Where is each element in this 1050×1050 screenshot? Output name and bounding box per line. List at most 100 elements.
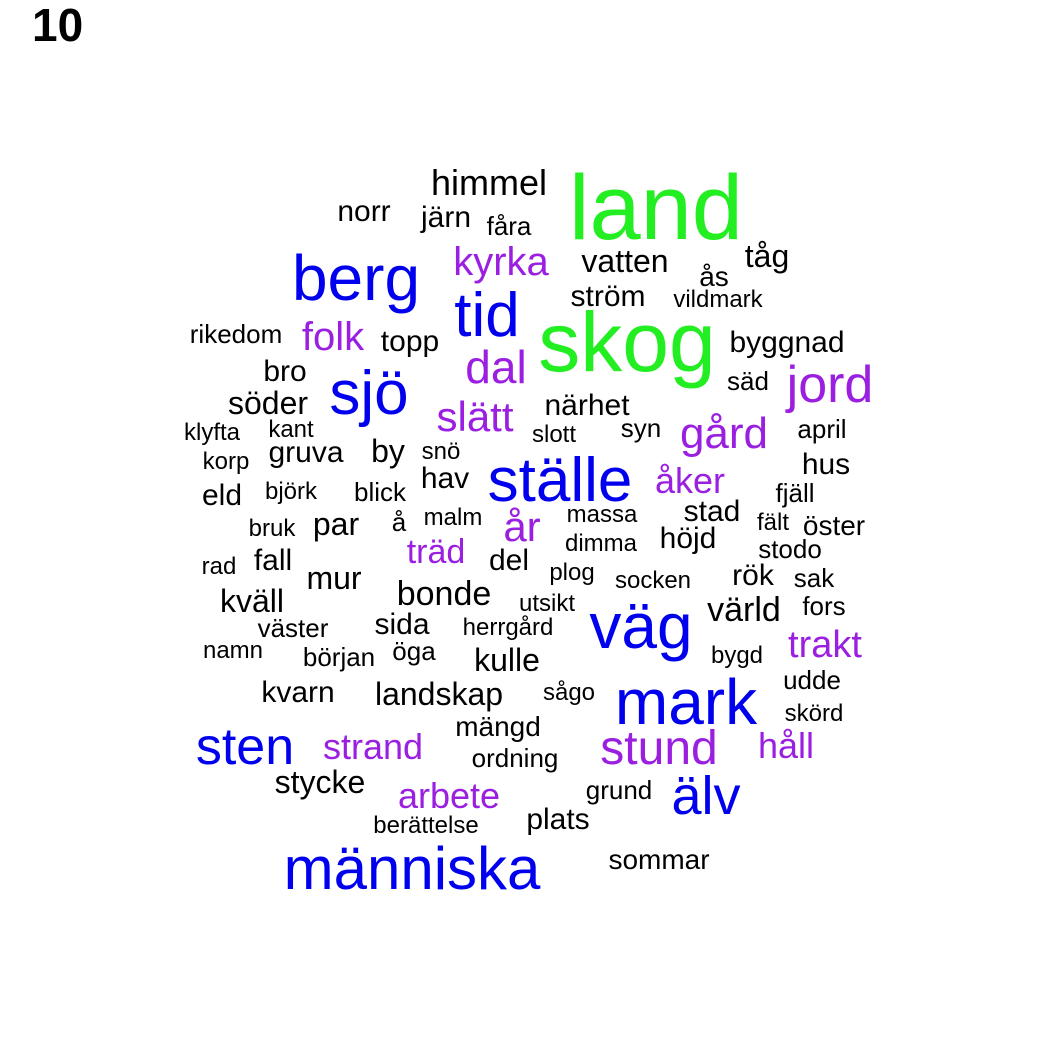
word-as: ås <box>699 261 729 292</box>
word-aker: åker <box>654 460 726 501</box>
word-berattelse: berättelse <box>373 812 479 839</box>
word-stycke: stycke <box>274 764 366 800</box>
word-fjall: fjäll <box>775 478 815 508</box>
word-rok: rök <box>732 559 774 592</box>
word-kvarn: kvarn <box>261 676 335 709</box>
word-landskap: landskap <box>374 676 504 712</box>
word-hojd: höjd <box>659 522 717 555</box>
word-hall: håll <box>757 725 815 766</box>
word-arbete: arbete <box>397 775 501 816</box>
word-stodo: stodo <box>758 534 822 564</box>
word-by: by <box>371 433 405 469</box>
word-par: par <box>312 506 360 542</box>
word-a: å <box>391 507 407 537</box>
word-bygd: bygd <box>710 642 764 669</box>
word-plog: plog <box>549 559 595 586</box>
word-fara: fåra <box>486 211 532 241</box>
word-narhet: närhet <box>544 389 630 422</box>
word-klyfta: klyfta <box>183 419 241 446</box>
word-himmel: himmel <box>430 162 548 203</box>
word-fors: fors <box>802 591 846 621</box>
word-manniska: människa <box>283 835 541 902</box>
word-mur: mur <box>306 560 362 596</box>
word-stad: stad <box>683 495 741 528</box>
word-topp: topp <box>380 325 440 358</box>
panel-label: 10 <box>32 0 84 51</box>
word-kant: kant <box>268 416 314 443</box>
word-berg: berg <box>291 242 421 314</box>
word-utsikt: utsikt <box>518 590 576 617</box>
word-grund: grund <box>585 775 653 805</box>
word-korp: korp <box>202 448 250 475</box>
word-jarn: järn <box>420 201 472 234</box>
word-gard: gård <box>679 409 769 458</box>
word-slatt: slätt <box>436 393 514 440</box>
word-oster: öster <box>802 510 866 541</box>
word-folk: folk <box>301 315 365 359</box>
word-plats: plats <box>526 803 590 836</box>
word-ar: år <box>503 503 541 550</box>
word-strom: ström <box>570 280 646 313</box>
word-bro: bro <box>263 355 307 388</box>
word-vag: väg <box>589 590 693 662</box>
word-mangd: mängd <box>455 711 541 742</box>
word-gruva: gruva <box>268 436 344 469</box>
word-falt: fält <box>756 509 790 536</box>
word-stund: stund <box>600 722 718 775</box>
word-hav: hav <box>420 462 470 495</box>
word-sten: sten <box>195 718 295 776</box>
word-sago: sågo <box>542 679 596 706</box>
word-strand: strand <box>322 726 424 767</box>
word-mark: mark <box>614 666 758 738</box>
word-herrgard: herrgård <box>462 614 554 641</box>
word-borjan: början <box>302 642 376 672</box>
word-alv: älv <box>671 766 741 826</box>
word-stalle: ställe <box>487 446 633 515</box>
word-massa: massa <box>566 501 638 528</box>
word-kyrka: kyrka <box>453 240 549 284</box>
word-sad: säd <box>727 366 769 396</box>
word-soder: söder <box>227 385 309 421</box>
word-kvall: kväll <box>219 583 285 619</box>
word-sjo: sjö <box>329 359 409 428</box>
word-trakt: trakt <box>788 624 862 666</box>
word-hus: hus <box>801 448 851 481</box>
word-bonde: bonde <box>396 575 492 613</box>
word-tag: tåg <box>744 238 790 274</box>
word-trad: träd <box>406 533 466 571</box>
word-bruk: bruk <box>248 515 296 542</box>
word-skord: skörd <box>784 700 844 727</box>
word-sno: snö <box>421 438 461 465</box>
word-slott: slott <box>531 421 577 448</box>
word-dal: dal <box>465 341 527 393</box>
word-sommar: sommar <box>608 844 710 875</box>
word-socken: socken <box>614 567 692 594</box>
word-byggnad: byggnad <box>729 326 845 359</box>
word-bjork: björk <box>264 478 318 505</box>
word-namn: namn <box>202 637 264 664</box>
word-varld: värld <box>707 591 781 629</box>
word-blick: blick <box>353 477 407 507</box>
word-tid: tid <box>454 281 520 350</box>
word-del: del <box>488 544 530 577</box>
word-jord: jord <box>786 356 874 414</box>
word-rikedom: rikedom <box>189 319 283 349</box>
word-skog: skog <box>538 295 716 389</box>
word-sida: sida <box>374 608 430 641</box>
word-fall: fall <box>253 544 293 577</box>
word-eld: eld <box>201 479 243 512</box>
word-sak: sak <box>793 563 835 593</box>
word-ordning: ordning <box>471 743 559 773</box>
word-land: land <box>569 157 743 259</box>
word-malm: malm <box>423 504 483 531</box>
word-syn: syn <box>620 413 662 443</box>
word-rad: rad <box>201 553 237 580</box>
word-vaster: väster <box>257 613 329 643</box>
word-vatten: vatten <box>581 243 669 279</box>
word-norr: norr <box>337 195 391 228</box>
word-udde: udde <box>783 665 841 695</box>
word-vildmark: vildmark <box>673 286 763 313</box>
word-dimma: dimma <box>564 530 638 557</box>
word-kulle: kulle <box>474 642 540 678</box>
